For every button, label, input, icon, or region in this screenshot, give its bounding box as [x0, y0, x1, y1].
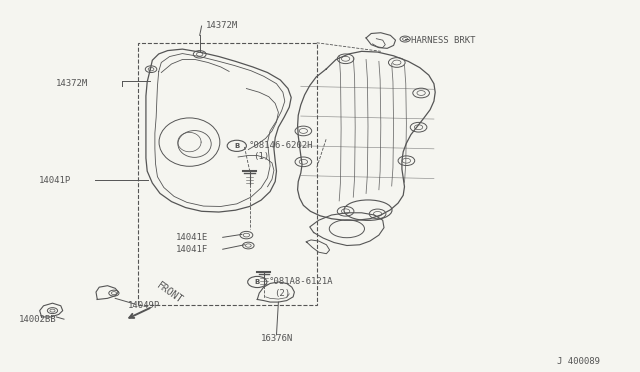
Text: (1): (1)	[253, 153, 269, 161]
Text: (2): (2)	[274, 289, 290, 298]
Text: B: B	[255, 279, 260, 285]
Text: 14041F: 14041F	[176, 246, 208, 254]
Text: B: B	[234, 143, 239, 149]
Text: 14002BB: 14002BB	[19, 315, 57, 324]
Text: °081A8-6121A: °081A8-6121A	[269, 278, 333, 286]
Text: °08146-6202H: °08146-6202H	[248, 141, 313, 150]
Text: 14049P: 14049P	[128, 301, 160, 310]
Bar	[138, 43, 317, 305]
Text: 14041E: 14041E	[176, 233, 208, 242]
Text: J 400089: J 400089	[557, 357, 600, 366]
Text: 14041P: 14041P	[38, 176, 70, 185]
Text: 14372M: 14372M	[206, 21, 238, 30]
Text: FRONT: FRONT	[155, 281, 185, 306]
Text: 14372M: 14372M	[56, 79, 88, 88]
Text: HARNESS BRKT: HARNESS BRKT	[411, 36, 476, 45]
Text: 16376N: 16376N	[261, 334, 293, 343]
